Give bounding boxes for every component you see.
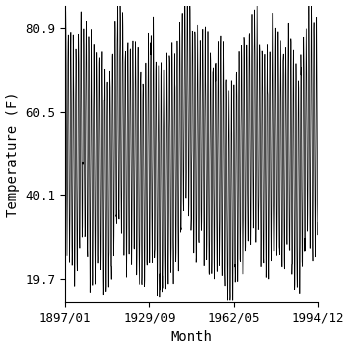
X-axis label: Month: Month	[170, 330, 212, 344]
Y-axis label: Temperature (F): Temperature (F)	[6, 91, 20, 217]
